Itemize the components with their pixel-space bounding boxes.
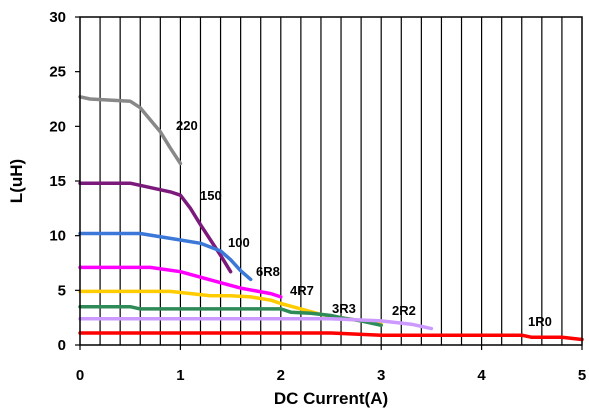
series-lines — [78, 95, 584, 342]
x-tick-label: 2 — [277, 367, 285, 384]
y-tick-label: 25 — [49, 64, 66, 81]
x-tick-label: 1 — [176, 367, 184, 384]
series-line-100 — [78, 231, 253, 282]
y-tick-label: 10 — [49, 228, 66, 245]
x-tick-label: 4 — [477, 367, 486, 384]
x-axis-title: DC Current(A) — [274, 389, 388, 408]
series-label-4r7: 4R7 — [290, 283, 314, 298]
series-label-6r8: 6R8 — [256, 264, 280, 279]
series-line-220 — [78, 95, 183, 166]
x-tick-label: 0 — [76, 367, 84, 384]
series-label-100: 100 — [228, 235, 250, 250]
series-label-150: 150 — [200, 188, 222, 203]
plot-area-frame — [79, 16, 583, 346]
x-tick-label: 3 — [377, 367, 385, 384]
y-tick-label: 5 — [58, 282, 66, 299]
y-tick-label: 20 — [49, 118, 66, 135]
y-tick-label: 0 — [58, 337, 66, 354]
series-line-6r8 — [78, 265, 283, 299]
series-labels: 220 150 100 6R8 4R7 3R3 2R2 1R0 — [176, 118, 552, 329]
series-label-220: 220 — [176, 118, 198, 133]
series-label-2r2: 2R2 — [392, 303, 416, 318]
y-axis-title: L(uH) — [7, 159, 26, 203]
vertical-gridlines — [99, 17, 563, 345]
series-line-2r2 — [78, 317, 434, 331]
y-tick-label: 30 — [49, 9, 66, 26]
y-tick-label: 15 — [49, 173, 66, 190]
series-label-1r0: 1R0 — [528, 314, 552, 329]
axis-ticks: 0 1 2 3 4 5 0 5 10 15 20 25 30 — [49, 9, 586, 384]
series-label-3r3: 3R3 — [332, 301, 356, 316]
x-tick-label: 5 — [578, 367, 586, 384]
series-line-1r0 — [78, 331, 584, 342]
